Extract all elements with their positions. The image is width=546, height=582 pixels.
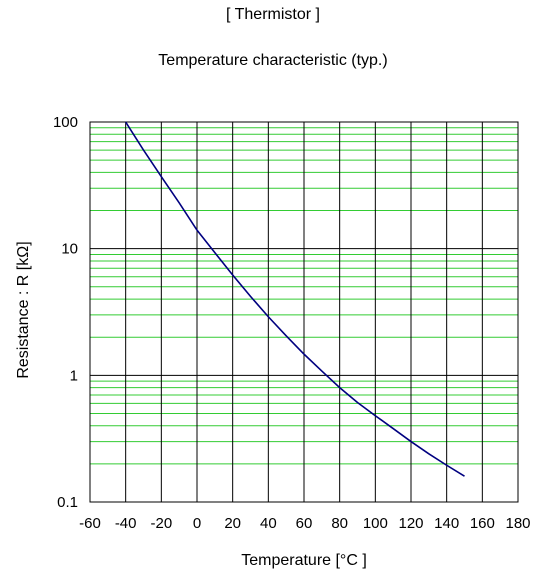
plot-frame [89,121,519,503]
y-tick-label: 100 [53,114,78,131]
x-tick-label: 140 [434,515,459,532]
x-tick-label: 120 [398,515,423,532]
y-tick-label: 10 [61,241,78,258]
x-tick-label: -40 [115,515,137,532]
x-tick-label: 180 [505,515,530,532]
super-title: [ Thermistor ] [226,6,320,23]
x-tick-label: 160 [470,515,495,532]
series-line [124,121,465,477]
x-tick-label: 60 [296,515,313,532]
y-tick-label: 1 [70,367,78,384]
x-tick-label: 0 [193,515,201,532]
x-tick-label: -60 [79,515,101,532]
x-tick-label: -20 [150,515,172,532]
y-tick-label: 0.1 [57,494,78,511]
x-tick-label: 20 [224,515,241,532]
chart-title: Temperature characteristic (typ.) [158,52,388,69]
x-axis-label: Temperature [°C ] [241,552,367,569]
x-tick-label: 80 [331,515,348,532]
x-tick-label: 40 [260,515,277,532]
x-tick-label: 100 [363,515,388,532]
